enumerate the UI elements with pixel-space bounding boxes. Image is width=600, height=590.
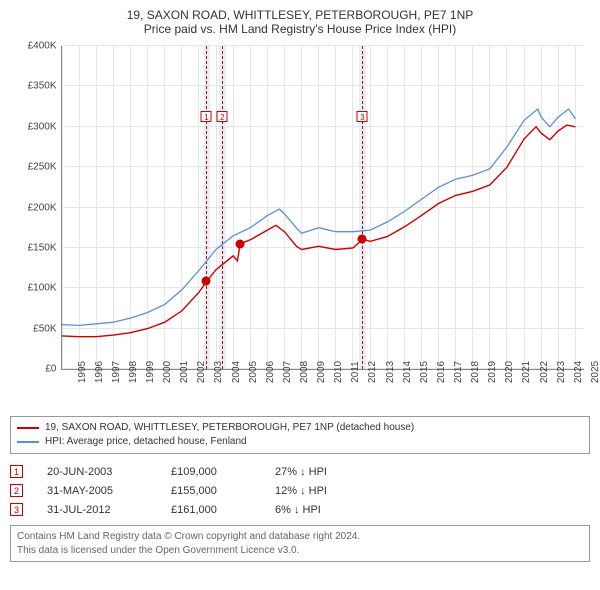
event-price: £109,000 (171, 466, 251, 478)
event-number-box: 3 (10, 503, 23, 516)
event-date: 31-MAY-2005 (47, 485, 147, 497)
event-price: £155,000 (171, 485, 251, 497)
y-tick-label: £100K (13, 283, 57, 294)
event-row: 1 20-JUN-2003 £109,000 27% ↓ HPI (10, 462, 590, 481)
event-row: 2 31-MAY-2005 £155,000 12% ↓ HPI (10, 481, 590, 500)
y-tick-label: £400K (13, 41, 57, 52)
legend: 19, SAXON ROAD, WHITTLESEY, PETERBOROUGH… (10, 416, 590, 454)
event-marker-box: 2 (217, 111, 228, 122)
line-layer (62, 46, 584, 369)
legend-label: HPI: Average price, detached house, Fenl… (45, 435, 247, 449)
chart-title: 19, SAXON ROAD, WHITTLESEY, PETERBOROUGH… (10, 8, 590, 22)
sale-point (202, 276, 211, 285)
event-number-box: 2 (10, 484, 23, 497)
event-diff: 6% ↓ HPI (275, 504, 395, 516)
event-diff: 27% ↓ HPI (275, 466, 395, 478)
legend-swatch (17, 427, 39, 429)
y-tick-label: £250K (13, 162, 57, 173)
plot-area: 12 3 (61, 46, 584, 370)
sale-point (235, 239, 244, 248)
y-tick-label: £0 (13, 364, 57, 375)
legend-label: 19, SAXON ROAD, WHITTLESEY, PETERBOROUGH… (45, 421, 414, 435)
legend-swatch (17, 441, 39, 443)
footer-line-2: This data is licensed under the Open Gov… (17, 544, 583, 558)
event-marker-box: 1 (201, 111, 212, 122)
events-table: 1 20-JUN-2003 £109,000 27% ↓ HPI 2 31-MAY-200… (10, 462, 590, 519)
legend-item: 19, SAXON ROAD, WHITTLESEY, PETERBOROUGH… (17, 421, 583, 435)
sale-point (358, 235, 367, 244)
event-row: 3 31-JUL-2012 £161,000 6% ↓ HPI (10, 500, 590, 519)
event-number-box: 1 (10, 465, 23, 478)
footer-licence: Contains HM Land Registry data © Crown c… (10, 525, 590, 562)
y-tick-label: £300K (13, 121, 57, 132)
footer-line-1: Contains HM Land Registry data © Crown c… (17, 530, 583, 544)
event-marker-box: 3 (357, 111, 368, 122)
event-price: £161,000 (171, 504, 251, 516)
chart-subtitle: Price paid vs. HM Land Registry's House … (10, 22, 590, 36)
y-tick-label: £200K (13, 202, 57, 213)
series-hpi (62, 109, 575, 325)
y-tick-label: £50K (13, 323, 57, 334)
y-tick-label: £350K (13, 81, 57, 92)
event-diff: 12% ↓ HPI (275, 485, 395, 497)
event-date: 20-JUN-2003 (47, 466, 147, 478)
event-date: 31-JUL-2012 (47, 504, 147, 516)
y-tick-label: £150K (13, 242, 57, 253)
legend-item: HPI: Average price, detached house, Fenl… (17, 435, 583, 449)
chart: 12 3 £0 £50K £100K £150K £200K £250K £300K £350K… (13, 42, 588, 412)
